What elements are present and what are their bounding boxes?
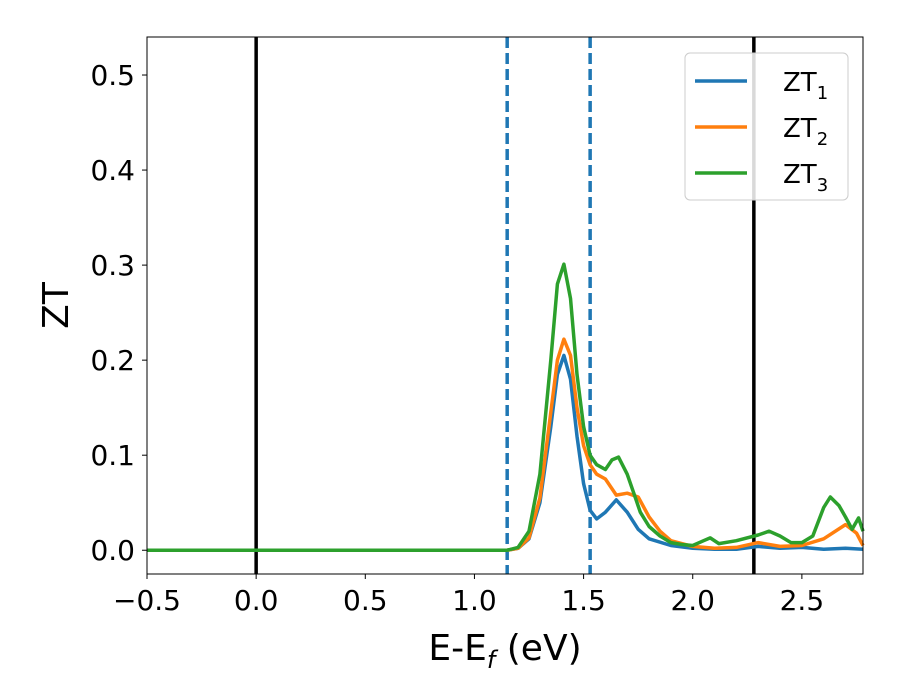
x-axis-title-base: E-E: [428, 628, 486, 669]
x-tick-label: 0.0: [234, 584, 279, 617]
x-tick-label: 1.0: [452, 584, 497, 617]
vertical-reference-lines: [254, 37, 756, 574]
y-axis-ticks: 0.0 0.1 0.2 0.3 0.4 0.5: [90, 59, 147, 567]
legend-label-zt3: ZT3: [783, 160, 828, 196]
y-tick-label: 0.5: [90, 59, 135, 92]
x-tick-label: 0.5: [343, 584, 388, 617]
x-axis-title-tail: (eV): [495, 628, 581, 669]
y-tick-label: 0.0: [90, 534, 135, 567]
legend-label-sub: 2: [817, 129, 828, 150]
legend-label-base: ZT: [783, 68, 817, 98]
x-tick-label: 1.5: [561, 584, 606, 617]
x-axis-ticks: −0.5 0.0 0.5 1.0 1.5 2.0 2.5: [113, 574, 824, 617]
series-lines: [147, 262, 865, 552]
series-line-zt2: [147, 337, 865, 552]
legend-box: [684, 52, 849, 201]
y-tick-label: 0.2: [90, 344, 135, 377]
legend-label-sub: 1: [817, 83, 828, 104]
x-axis-title: E-Ef (eV): [428, 628, 581, 674]
y-tick-label: 0.1: [90, 439, 135, 472]
series-line-zt3: [147, 262, 865, 552]
plot-frame: [146, 36, 864, 575]
x-tick-label: 2.5: [780, 584, 825, 617]
y-axis-title: ZT: [36, 281, 77, 329]
x-tick-label: −0.5: [113, 584, 181, 617]
legend-label-zt1: ZT1: [783, 68, 828, 104]
legend-label-zt2: ZT2: [783, 114, 828, 150]
y-tick-label: 0.4: [90, 154, 135, 187]
legend-label-base: ZT: [783, 114, 817, 144]
x-tick-label: 2.0: [670, 584, 715, 617]
legend-label-sub: 3: [817, 175, 828, 196]
legend-label-base: ZT: [783, 160, 817, 190]
y-tick-label: 0.3: [90, 249, 135, 282]
